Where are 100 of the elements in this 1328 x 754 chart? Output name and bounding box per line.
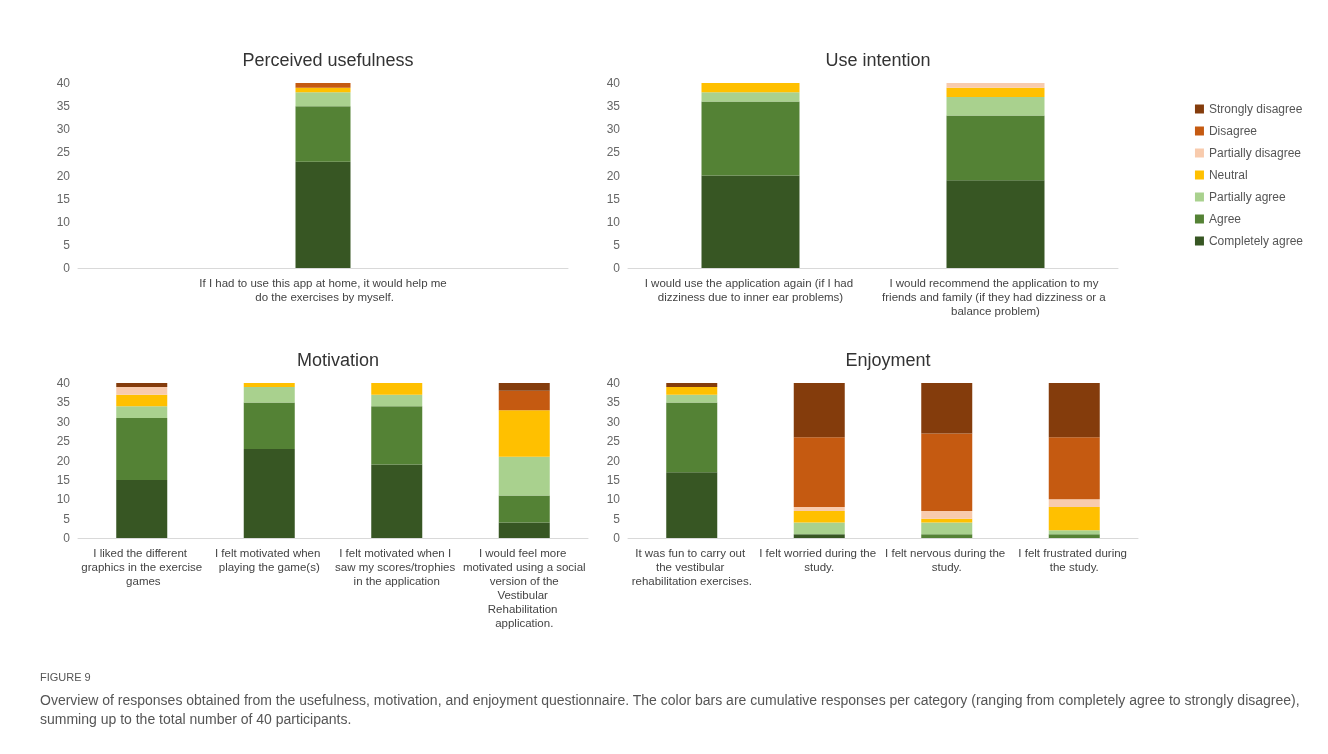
bar xyxy=(921,433,973,511)
y-tick-label: 25 xyxy=(56,434,71,449)
y-tick-label: 30 xyxy=(56,414,71,429)
bar xyxy=(116,394,168,407)
y-tick-label: 25 xyxy=(56,145,71,160)
x-tick-label: I felt worried during the study. xyxy=(759,547,880,573)
y-tick-label: 30 xyxy=(56,122,71,137)
x-tick-label: If I had to use this app at home, it would help me do the exercises by myself. xyxy=(199,277,447,303)
bar xyxy=(701,101,800,176)
y-tick-label: 30 xyxy=(606,414,621,429)
bar xyxy=(666,383,718,387)
bar xyxy=(921,522,973,535)
y-tick-label: 15 xyxy=(606,472,621,487)
x-tick-label: I felt motivated when I saw my scores/trophies in the application xyxy=(335,547,459,587)
y-tick-label: 35 xyxy=(606,395,621,410)
bar xyxy=(371,406,423,465)
bar xyxy=(921,534,973,538)
y-tick-label: 15 xyxy=(606,191,621,206)
bar xyxy=(793,437,845,507)
bar xyxy=(793,522,845,535)
y-tick-label: 15 xyxy=(56,472,71,487)
bar xyxy=(295,92,351,107)
bar xyxy=(116,383,168,387)
y-tick-label: 5 xyxy=(613,237,621,252)
y-tick-label: 35 xyxy=(56,395,71,410)
bar xyxy=(498,410,550,457)
y-tick-label: 35 xyxy=(606,99,621,114)
bar xyxy=(116,406,168,418)
chart-title: Use intention xyxy=(825,50,931,70)
bar xyxy=(371,394,423,407)
legend-label: Partially disagree xyxy=(1208,146,1302,160)
bar xyxy=(921,510,973,519)
legend-label: Agree xyxy=(1208,212,1242,226)
legend-label: Disagree xyxy=(1208,124,1258,138)
legend-label: Strongly disagree xyxy=(1208,102,1303,116)
y-tick-label: 30 xyxy=(606,122,621,137)
bar xyxy=(793,510,845,523)
x-tick-label: I felt frustrated during the study. xyxy=(1018,547,1131,573)
bar xyxy=(946,96,1045,116)
chart-title: Enjoyment xyxy=(845,350,931,370)
x-tick-label: I would use the application again (if I had dizziness due to inner ear problems) xyxy=(644,277,857,303)
y-tick-label: 5 xyxy=(63,511,71,526)
bar xyxy=(946,180,1045,268)
bar xyxy=(116,479,168,538)
bar xyxy=(295,161,351,268)
y-tick-label: 5 xyxy=(613,511,621,526)
bar xyxy=(1048,499,1100,507)
bar xyxy=(371,383,423,395)
x-tick-label: I liked the different graphics in the exercise games xyxy=(81,547,203,587)
y-tick-label: 20 xyxy=(606,453,621,468)
bar xyxy=(666,402,718,473)
bar xyxy=(1048,437,1100,500)
legend-label: Completely agree xyxy=(1208,234,1304,248)
y-tick-label: 0 xyxy=(613,531,621,545)
bar xyxy=(946,87,1045,97)
x-tick-label: I felt motivated when playing the game(s) xyxy=(214,547,324,573)
y-tick-label: 40 xyxy=(606,76,621,90)
x-tick-label: I would recommend the application to my friends and family (if they had dizziness or a balance problem) xyxy=(882,277,1109,317)
bar xyxy=(921,383,973,434)
x-tick-label: I would feel more motivated using a social version of the Vestibular Rehabilitation application. xyxy=(462,547,586,629)
y-tick-label: 25 xyxy=(606,145,621,160)
y-tick-label: 0 xyxy=(63,531,71,545)
y-tick-label: 10 xyxy=(56,492,71,507)
y-tick-label: 0 xyxy=(613,261,621,275)
y-tick-label: 20 xyxy=(56,168,71,183)
bar xyxy=(793,383,845,438)
bar xyxy=(946,115,1045,181)
bar xyxy=(666,472,718,538)
bar xyxy=(701,92,800,102)
y-tick-label: 20 xyxy=(56,453,71,468)
bar xyxy=(243,383,295,387)
x-tick-label: I felt nervous during the study. xyxy=(885,547,1009,573)
bar xyxy=(1048,507,1100,531)
bar xyxy=(666,394,718,403)
bar xyxy=(498,383,550,391)
bar xyxy=(1048,383,1100,438)
bar xyxy=(371,464,423,538)
text: Overview of responses obtained from the usefulness, motivation, and enjoyment questionnaire. The color bars are cumulative responses per category (ranging from completely agree to strongly disagree), summing up to the total number of 40 participants. xyxy=(40,691,1300,729)
y-tick-label: 40 xyxy=(56,376,71,390)
bar xyxy=(1048,530,1100,535)
y-tick-label: 20 xyxy=(606,168,621,183)
y-tick-label: 5 xyxy=(63,237,71,252)
bar xyxy=(116,417,168,480)
bar xyxy=(295,106,351,162)
bar xyxy=(498,390,550,411)
bar xyxy=(701,175,800,268)
y-tick-label: 0 xyxy=(63,261,71,275)
chart-title: Perceived usefulness xyxy=(242,50,414,70)
bar xyxy=(243,386,295,403)
y-tick-label: 25 xyxy=(606,434,621,449)
bar xyxy=(116,386,168,395)
bar xyxy=(793,534,845,538)
y-tick-label: 10 xyxy=(56,214,71,229)
bar xyxy=(666,386,718,395)
bar xyxy=(1048,534,1100,538)
bar xyxy=(946,83,1045,88)
chart-title: Motivation xyxy=(296,350,380,370)
bar xyxy=(498,495,550,523)
bar xyxy=(243,402,295,449)
legend-label: Neutral xyxy=(1208,168,1248,182)
